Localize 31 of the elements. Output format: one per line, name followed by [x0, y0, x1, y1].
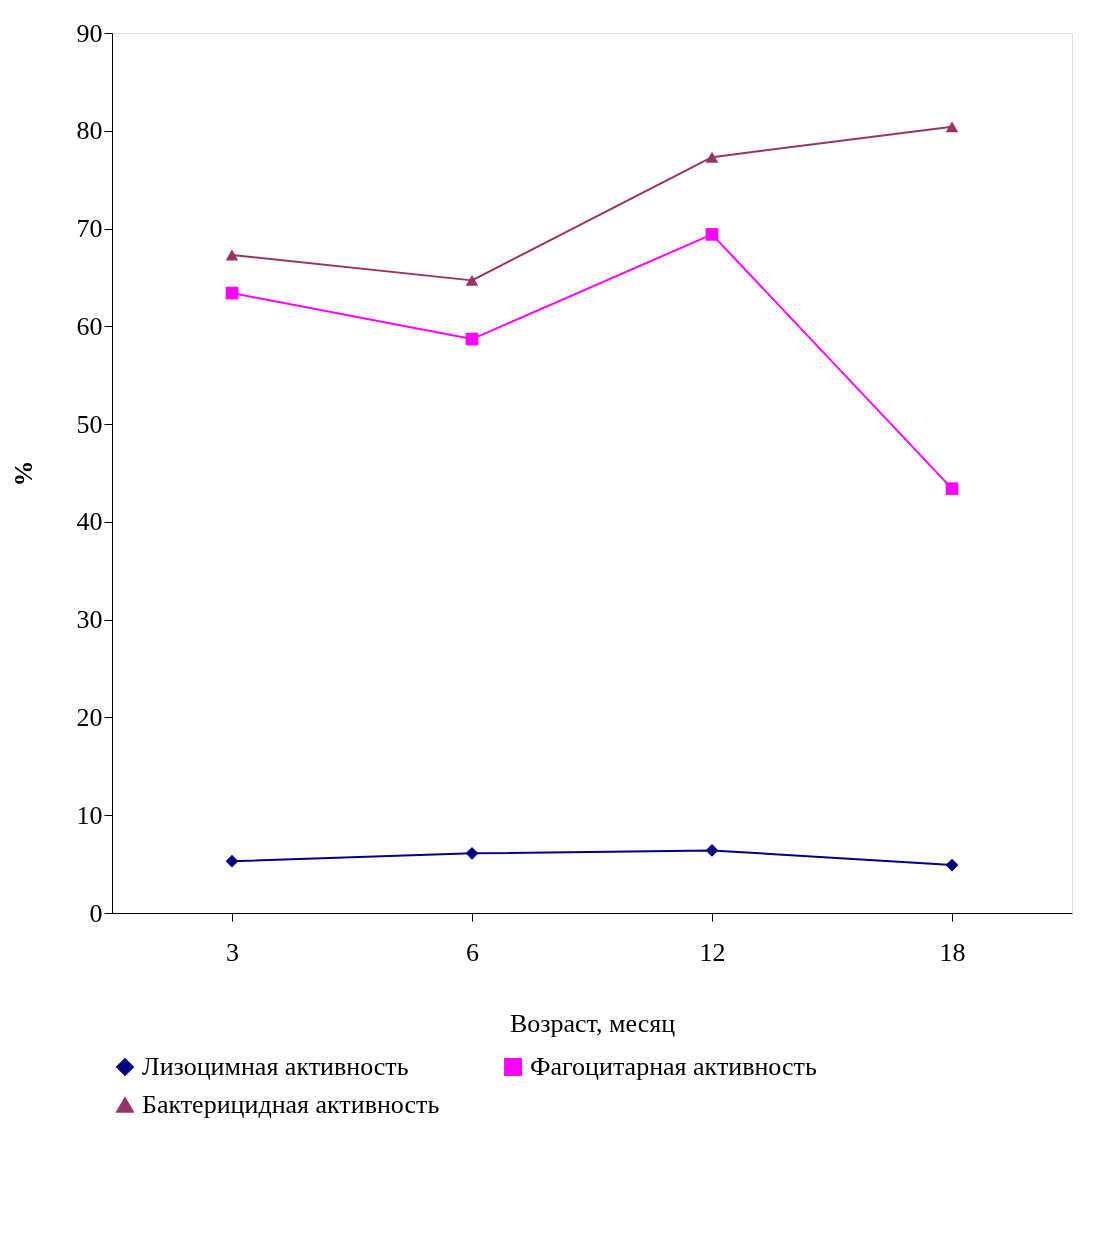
point	[945, 858, 959, 872]
point	[705, 228, 719, 241]
point	[705, 151, 719, 163]
point	[465, 332, 479, 346]
legend-label: Фагоцитарная активность	[530, 1052, 817, 1081]
x-tick-label: 12	[699, 937, 726, 967]
y-tick-label: 80	[76, 116, 103, 146]
legend-label: Бактерицидная активность	[142, 1090, 440, 1119]
x-tick-label: 18	[939, 937, 966, 967]
x-tick-label: 6	[466, 937, 479, 967]
x-axis-title: Возраст, месяц	[509, 1008, 676, 1038]
y-axis-title: %	[8, 460, 38, 487]
point	[945, 482, 959, 495]
point	[225, 286, 239, 300]
x-tick-label: 3	[226, 937, 239, 967]
point	[465, 847, 479, 860]
point	[225, 249, 239, 261]
y-tick-label: 50	[76, 409, 103, 439]
point	[705, 844, 719, 857]
y-tick-label: 40	[76, 507, 103, 537]
y-tick-label: 10	[76, 800, 103, 830]
point	[225, 854, 239, 868]
y-tick-label: 90	[76, 18, 103, 48]
y-tick-label: 60	[76, 311, 103, 341]
point	[945, 121, 959, 133]
point	[465, 274, 479, 286]
y-tick-label: 20	[76, 702, 103, 732]
y-tick-label: 30	[76, 605, 103, 635]
y-tick-label: 70	[76, 214, 103, 244]
y-tick-label: 0	[89, 898, 103, 928]
legend-label: Лизоцимная активность	[142, 1052, 409, 1081]
